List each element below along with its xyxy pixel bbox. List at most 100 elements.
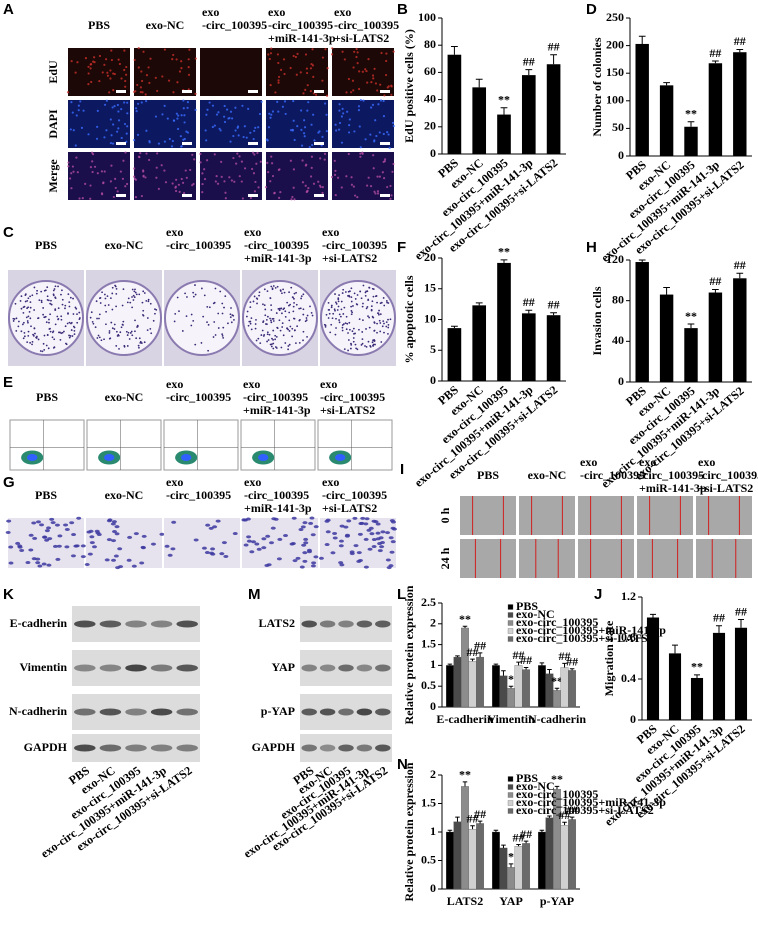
colony [134, 319, 136, 322]
micrograph [460, 496, 516, 535]
cell-dot [310, 123, 313, 126]
bar [635, 43, 649, 156]
cell-dot [228, 116, 231, 120]
y-tick-label: 0 [618, 148, 624, 162]
scale-bar [380, 90, 390, 93]
band [150, 664, 173, 672]
colony [337, 298, 340, 301]
cell-dot [283, 100, 287, 103]
cell-dot [345, 175, 348, 178]
colony [349, 328, 351, 331]
colony [100, 339, 103, 342]
cell-dot [311, 143, 314, 147]
colony [372, 295, 375, 298]
cell-dot [353, 130, 356, 133]
colony [123, 344, 126, 347]
cell-dot [123, 68, 126, 72]
colony [292, 310, 295, 313]
colony [132, 294, 135, 297]
cell-dot [362, 99, 365, 102]
legend-swatch [507, 628, 514, 634]
colony [367, 315, 369, 318]
cell-dot [124, 85, 127, 88]
cell-dot [175, 178, 178, 181]
cell-dot [182, 192, 186, 195]
colony [73, 326, 76, 329]
error-bar [687, 121, 695, 127]
cell-dot [176, 81, 179, 84]
y-tick-label: 250 [606, 10, 624, 24]
cell [80, 555, 86, 559]
band [99, 744, 122, 752]
colony [44, 315, 47, 318]
cell [8, 561, 14, 565]
colony [29, 341, 32, 344]
cell-dot [306, 189, 309, 192]
cell-dot [126, 125, 129, 128]
cell [368, 526, 374, 530]
cell-dot [219, 129, 222, 132]
cell-dot [66, 91, 70, 94]
colony [350, 342, 352, 345]
cell-dot [100, 170, 103, 173]
cell [223, 554, 229, 558]
error-bar [500, 259, 508, 263]
cell [49, 517, 55, 521]
column-header: exo [268, 5, 285, 19]
colony [280, 307, 282, 310]
cell-dot [376, 89, 379, 92]
cell-dot [89, 67, 92, 70]
cell [205, 523, 211, 527]
cell-dot [72, 170, 75, 173]
cell-dot [312, 182, 316, 185]
micrograph [200, 100, 262, 148]
colony [344, 322, 347, 325]
micrograph [332, 100, 394, 148]
cell-dot [156, 89, 159, 93]
colony [22, 306, 25, 309]
panel-label: E [3, 374, 13, 391]
population-core [181, 454, 192, 461]
significance: ## [513, 648, 525, 662]
cell-dot [217, 111, 220, 114]
colony [192, 291, 195, 294]
cell [133, 532, 139, 536]
cell-dot [230, 117, 234, 120]
colony [33, 327, 36, 330]
cell-dot [311, 48, 314, 51]
cell-dot [257, 186, 260, 189]
cell-dot [120, 108, 123, 111]
error-bar [462, 625, 468, 628]
cell-dot [307, 186, 310, 190]
cell-dot [74, 71, 77, 74]
colony [20, 295, 23, 298]
cell-dot [144, 176, 147, 179]
colony [37, 338, 40, 341]
cell-dot [188, 48, 191, 51]
cell-dot [390, 194, 393, 197]
cell-dot [253, 129, 256, 133]
cell-dot [367, 58, 370, 61]
cell-dot [149, 57, 152, 60]
cell-dot [137, 46, 140, 50]
cell-dot [274, 91, 277, 94]
cell-dot [293, 138, 296, 142]
x-tick-label: p-YAP [540, 894, 574, 908]
blot-row-label: LATS2 [259, 616, 295, 630]
cell [63, 523, 69, 527]
cell-dot [385, 52, 388, 55]
colony [42, 307, 45, 309]
colony [351, 330, 354, 333]
panel-label: M [248, 586, 261, 603]
colony [334, 293, 336, 295]
blot-row-label: N-cadherin [9, 704, 67, 718]
legend-label: exo-circ_100395+miR-141-3p [516, 623, 666, 637]
column-header: PBS [35, 238, 57, 252]
colony [222, 336, 225, 339]
colony [90, 311, 93, 314]
colony [24, 300, 27, 303]
cell-dot [183, 114, 186, 117]
cell [111, 520, 117, 524]
plate [86, 280, 162, 356]
colony [340, 308, 343, 311]
